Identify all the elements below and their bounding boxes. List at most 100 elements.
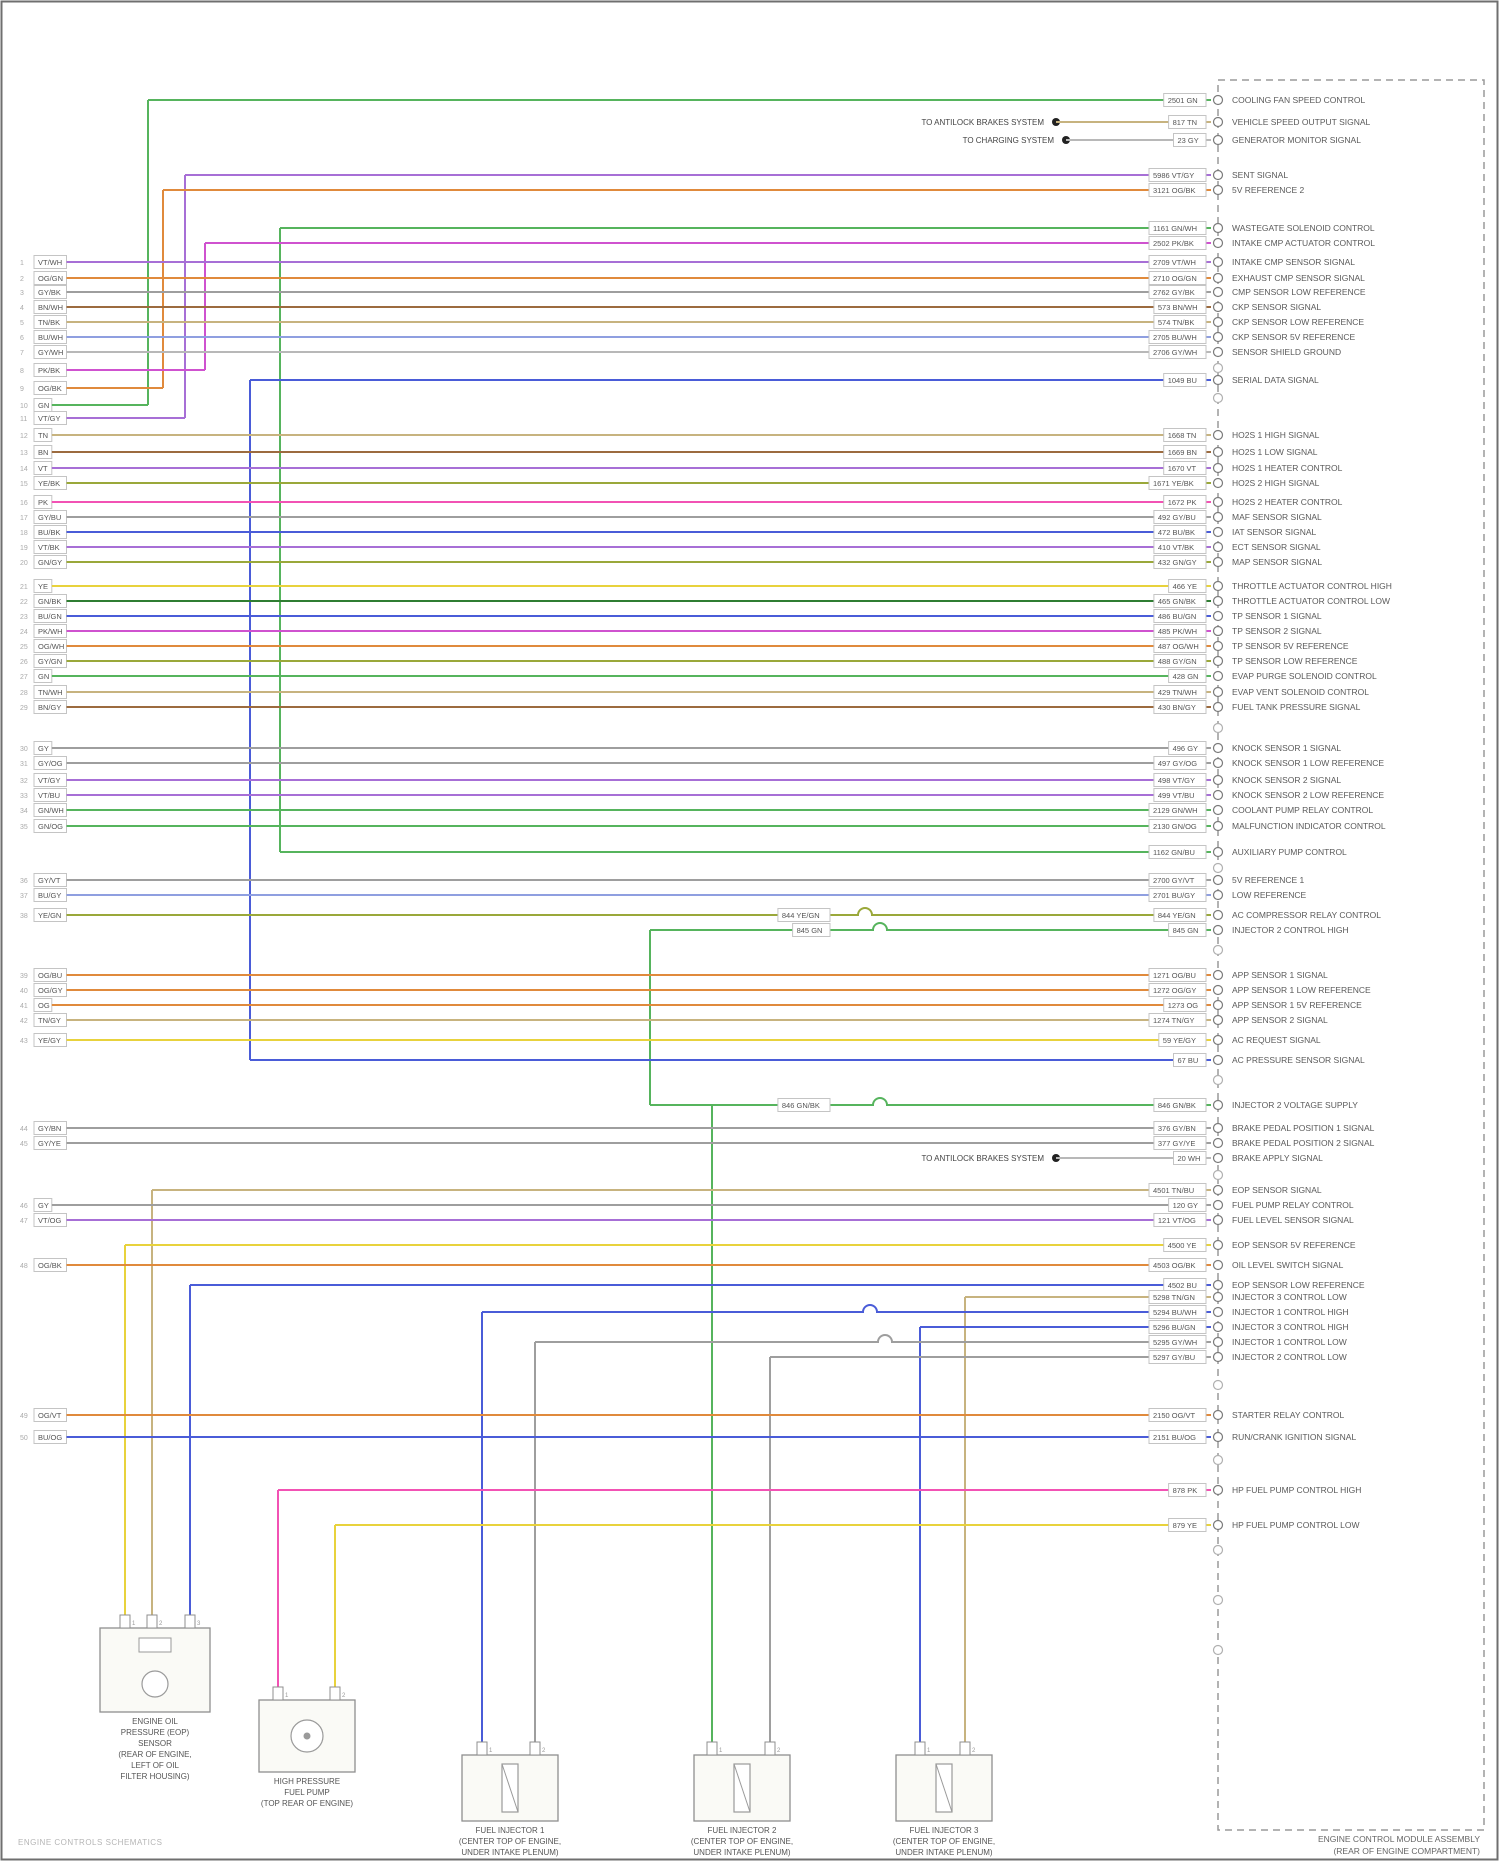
wire-id-label: VT/BU [38,791,60,800]
wire-mid-code-box [777,1098,831,1112]
wire-id-label: PK [38,498,48,507]
pcm-pin-function-label: EOP SENSOR SIGNAL [1232,1185,1322,1195]
component-pin [184,1614,196,1629]
wire-row: 2501 GN COOLING FAN SPEED CONTROL [148,93,1365,107]
left-pin-number: 5 [20,320,24,327]
wire-code-label: 1162 GN/BU [1153,848,1195,857]
left-pin-number: 1 [20,260,24,267]
pcm-pin-function-label: TP SENSOR LOW REFERENCE [1232,656,1358,666]
pcm-pin [1212,804,1224,816]
wire-code-box [1148,1320,1207,1334]
wire-code-box [1148,1290,1207,1304]
pcm-pin [1212,222,1224,234]
left-pin-number: 14 [20,466,28,473]
pcm-pin [1212,701,1224,713]
left-pin-number: 43 [20,1038,28,1045]
wire-code-label: 5294 BU/WH [1153,1308,1197,1317]
wire-code-box [1148,271,1207,285]
pcm-pin-function-label: INJECTOR 1 CONTROL HIGH [1232,1307,1349,1317]
pcm-caption-line: ENGINE CONTROL MODULE ASSEMBLY [1318,1834,1480,1844]
component-pin [529,1741,541,1756]
wire-code-box [1153,654,1207,668]
pcm-pin-function-label: HO2S 2 HIGH SIGNAL [1232,478,1320,488]
component-pin [706,1741,718,1756]
component-pin-number: 1 [927,1748,931,1754]
pcm-pin-function-label: THROTTLE ACTUATOR CONTROL LOW [1232,596,1390,606]
wire-code-label: 2502 PK/BK [1153,239,1194,248]
component-pin [476,1741,488,1756]
wire-row: 5298 TN/GN INJECTOR 3 CONTROL LOW [965,1290,1347,1304]
wire-code-box [1153,639,1207,653]
pcm-pin [1212,184,1224,196]
pcm-pin-function-label: FUEL LEVEL SENSOR SIGNAL [1232,1215,1354,1225]
wire-code-label: 5297 GY/BU [1153,1353,1195,1362]
left-pin-number: 10 [20,403,28,410]
wire-row: TO ANTILOCK BRAKES SYSTEM 817 TN VEHICLE S… [921,115,1371,129]
left-pin-number: 38 [20,913,28,920]
pcm-pin [1212,1122,1224,1134]
wire-line [66,907,1211,916]
component-pin-number: 1 [132,1621,136,1627]
wire-code-box [1148,845,1207,859]
wire-code-label: 499 VT/BU [1158,791,1195,800]
pcm-pin-function-label: BRAKE PEDAL POSITION 2 SIGNAL [1232,1138,1375,1148]
pcm-pin [1212,1214,1224,1226]
pcm-pin [1212,1484,1224,1496]
pcm-pin-unused [1212,392,1224,404]
wire-id-label: GN [38,672,49,681]
wire-id-label: BU/WH [38,333,63,342]
wire-code-box [1148,345,1207,359]
wire-row: GN 27 428 GN EVAP PURGE SOLENOID CONTROL [20,669,1377,683]
pcm-pin-function-label: FUEL TANK PRESSURE SIGNAL [1232,702,1361,712]
component-pin [959,1741,971,1756]
pcm-pin-unused [1212,1544,1224,1556]
wire-code-box [1163,445,1207,459]
wire-row: 4502 BU EOP SENSOR LOW REFERENCE [190,1278,1365,1292]
wire-id-label: GY/OG [38,759,63,768]
wire-mid-code-box [792,923,831,937]
pcm-pin [1212,909,1224,921]
wire-code-label: 428 GN [1173,672,1199,681]
wire-row: 4500 YE EOP SENSOR 5V REFERENCE [125,1238,1356,1252]
wire-id-label: YE [38,582,48,591]
left-pin-number: 25 [20,644,28,651]
pcm-pin-function-label: WASTEGATE SOLENOID CONTROL [1232,223,1375,233]
left-pin-number: 4 [20,305,24,312]
component-pin [329,1686,341,1701]
left-pin-number: 31 [20,761,28,768]
wire-code-box [1153,788,1207,802]
pcm-pin [1212,1306,1224,1318]
pcm-pin-function-label: APP SENSOR 1 5V REFERENCE [1232,1000,1362,1010]
wire-row: BN/GY 29 430 BN/GY FUEL TANK PRESSURE SIGNA… [20,700,1361,714]
wire-id-label: VT/OG [38,1216,62,1225]
wire-code-label: 486 BU/GN [1158,612,1196,621]
pcm-pin-unused [1212,362,1224,374]
wire-riser: VT/GY 11 [20,175,186,425]
pcm-pin [1212,820,1224,832]
wire-id-label: GY [38,744,49,753]
pcm-pin [1212,595,1224,607]
left-pin-number: 15 [20,481,28,488]
wire-row: BU/GN 23 486 BU/GN TP SENSOR 1 SIGNAL [20,609,1322,623]
left-pin-number: 23 [20,614,28,621]
wire-row: GN/OG 35 2130 GN/OG MALFUNCTION INDICATOR C… [20,819,1386,833]
wire-riser: OG/BK 9 [20,190,164,395]
wire-id-label: GN/BK [38,597,61,606]
wire-code-box [1153,594,1207,608]
left-pin-number: 21 [20,584,28,591]
left-pin-number: 3 [20,290,24,297]
pcm-pin [1212,169,1224,181]
pcm-pin [1212,984,1224,996]
wire-code-box [1153,1136,1207,1150]
wire-code-box [1153,1213,1207,1227]
wire-row: BN/WH 4 573 BN/WH CKP SENSOR SIGNAL [20,300,1321,314]
left-pin-number: 19 [20,545,28,552]
wire-code-label: 120 GY [1173,1201,1198,1210]
component-pin-number: 1 [285,1693,289,1699]
left-pin-number: 34 [20,808,28,815]
pcm-pin-function-label: MAF SENSOR SIGNAL [1232,512,1322,522]
wire-code-box [1153,1098,1207,1112]
pcm-pin [1212,1409,1224,1421]
component-pin [272,1686,284,1701]
sensor-diaphragm [141,1670,169,1698]
